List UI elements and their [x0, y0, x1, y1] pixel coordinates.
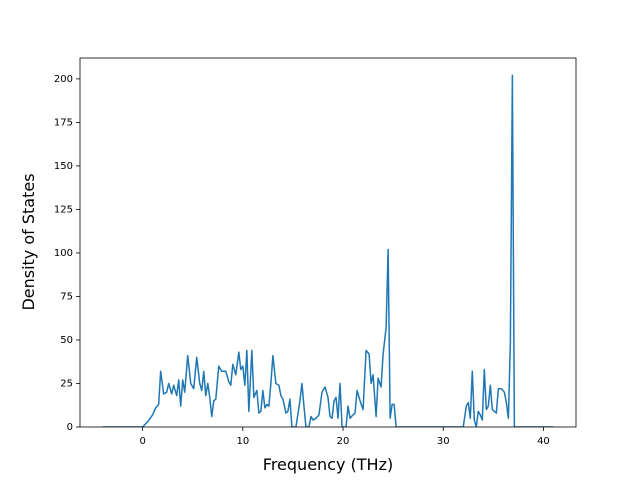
x-tick-label: 20: [337, 436, 350, 447]
y-tick-label: 0: [67, 422, 73, 433]
y-tick-label: 150: [54, 161, 73, 172]
y-axis-label: Density of States: [19, 173, 38, 310]
y-tick-label: 200: [54, 74, 73, 85]
x-tick-label: 30: [437, 436, 450, 447]
x-tick-label: 0: [139, 436, 145, 447]
line-series: [102, 74, 554, 427]
x-axis-label: Frequency (THz): [263, 455, 393, 474]
x-tick-label: 10: [236, 436, 249, 447]
plot-frame: [79, 57, 577, 428]
y-tick-label: 175: [54, 117, 73, 128]
x-tick-label: 40: [537, 436, 550, 447]
y-tick-label: 50: [60, 335, 73, 346]
y-tick-label: 75: [60, 291, 73, 302]
y-tick-label: 100: [54, 248, 73, 259]
y-tick-label: 125: [54, 204, 73, 215]
y-tick-label: 25: [60, 378, 73, 389]
